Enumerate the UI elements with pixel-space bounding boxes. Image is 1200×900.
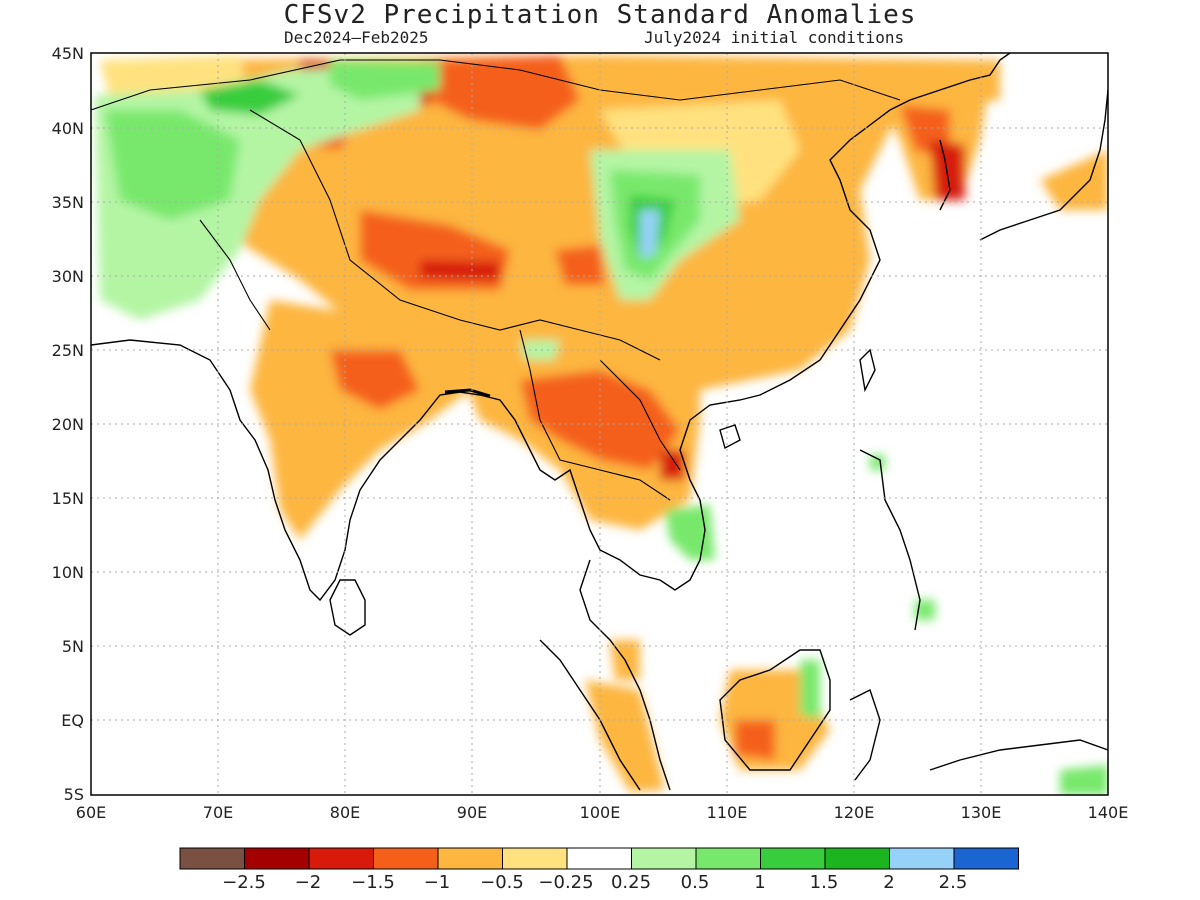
- colorbar-swatch: [502, 847, 568, 870]
- coastlines: [91, 53, 1108, 791]
- colorbar-label: 0.5: [681, 872, 710, 893]
- coastline: [849, 689, 881, 781]
- colorbar-swatch: [373, 847, 439, 870]
- lat-label: 15N: [52, 489, 84, 508]
- anomaly-area: [330, 350, 420, 410]
- colorbar-label: −0.5: [480, 872, 524, 893]
- lat-label: 20N: [52, 415, 84, 434]
- anomaly-field: [95, 55, 1108, 795]
- anomaly-area: [555, 245, 605, 285]
- lat-label: 5S: [64, 785, 84, 804]
- colorbar-swatch: [953, 847, 1019, 870]
- anomaly-area: [585, 680, 665, 792]
- lon-label: 120E: [834, 803, 875, 822]
- initial-conditions: July2024 initial conditions: [644, 28, 905, 47]
- colorbar-label: 2: [883, 872, 894, 893]
- lat-label: 35N: [52, 193, 84, 212]
- border: [599, 359, 681, 471]
- longitude-labels: 60E 70E 80E 90E 100E 110E 120E 130E 140E: [76, 803, 1129, 822]
- lat-label: 30N: [52, 267, 84, 286]
- coastline: [979, 89, 1108, 241]
- coastline: [859, 449, 921, 631]
- lat-label: 5N: [62, 637, 84, 656]
- lon-label: 70E: [203, 803, 233, 822]
- coastline: [859, 348, 876, 393]
- colorbar-label: −0.25: [538, 872, 593, 893]
- lat-label: 25N: [52, 341, 84, 360]
- colorbar-swatch: [437, 847, 503, 870]
- colorbar-swatch: [695, 847, 761, 870]
- colorbar-label: −1.5: [351, 872, 395, 893]
- anomaly-area: [105, 110, 240, 220]
- coastline: [329, 579, 366, 636]
- map-title: CFSv2 Precipitation Standard Anomalies: [283, 0, 917, 30]
- colorbar-label: 1.5: [810, 872, 839, 893]
- lat-label: 10N: [52, 563, 84, 582]
- colorbar-swatch: [824, 847, 890, 870]
- anomaly-area: [420, 55, 580, 130]
- anomaly-area: [735, 720, 775, 760]
- colorbar-swatch: [889, 847, 955, 870]
- colorbar-label: −1: [424, 872, 451, 893]
- coastline: [91, 53, 1011, 602]
- coastline: [579, 559, 671, 791]
- colorbar-swatch: [760, 847, 826, 870]
- colorbar-label: 2.5: [939, 872, 968, 893]
- lon-label: 100E: [580, 803, 621, 822]
- anomaly-area: [520, 340, 560, 360]
- lon-label: 110E: [707, 803, 748, 822]
- colorbar-swatch: [566, 847, 632, 870]
- border: [91, 59, 901, 111]
- gridlines: [91, 53, 1108, 795]
- colorbar-swatch: [308, 847, 374, 870]
- coastline: [539, 639, 641, 791]
- lat-label: EQ: [61, 711, 84, 730]
- anomaly-area: [800, 660, 820, 720]
- map-frame: [90, 52, 1109, 796]
- anomaly-area: [665, 505, 715, 560]
- border: [519, 329, 671, 501]
- coastline: [719, 424, 741, 450]
- anomaly-area: [330, 60, 440, 100]
- lon-label: 140E: [1088, 803, 1129, 822]
- colorbar-label: 1: [754, 872, 765, 893]
- lon-label: 90E: [457, 803, 487, 822]
- colorbar-label: −2.5: [222, 872, 266, 893]
- latitude-labels: 45N 40N 35N 30N 25N 20N 15N 10N 5N EQ 5S: [52, 44, 84, 804]
- coastline: [719, 649, 831, 771]
- forecast-period: Dec2024–Feb2025: [284, 28, 429, 47]
- anomaly-area: [250, 300, 470, 540]
- lon-label: 130E: [961, 803, 1002, 822]
- colorbar-swatch: [244, 847, 310, 870]
- lon-label: 60E: [76, 803, 106, 822]
- border: [249, 109, 661, 361]
- lon-label: 80E: [330, 803, 360, 822]
- anomaly-area: [660, 450, 685, 480]
- anomaly-area: [915, 600, 935, 620]
- colorbar-label: 0.25: [611, 872, 651, 893]
- anomaly-area: [640, 210, 660, 258]
- anomaly-area: [200, 80, 300, 115]
- anomaly-area: [930, 140, 965, 200]
- lat-label: 45N: [52, 44, 84, 63]
- coastline: [929, 739, 1108, 771]
- colorbar-swatch: [179, 847, 245, 870]
- colorbar-labels: −2.5 −2 −1.5 −1 −0.5 −0.25 0.25 0.5 1 1.…: [222, 872, 967, 893]
- anomaly-area: [1060, 765, 1108, 795]
- coastline: [444, 388, 491, 398]
- colorbar-label: −2: [295, 872, 322, 893]
- lat-label: 40N: [52, 119, 84, 138]
- colorbar: [179, 847, 1019, 870]
- anomaly-area: [870, 455, 885, 470]
- coastline: [939, 139, 951, 211]
- anomaly-area: [420, 260, 500, 280]
- anomaly-area: [1040, 150, 1108, 210]
- colorbar-swatch: [631, 847, 697, 870]
- border: [199, 219, 271, 331]
